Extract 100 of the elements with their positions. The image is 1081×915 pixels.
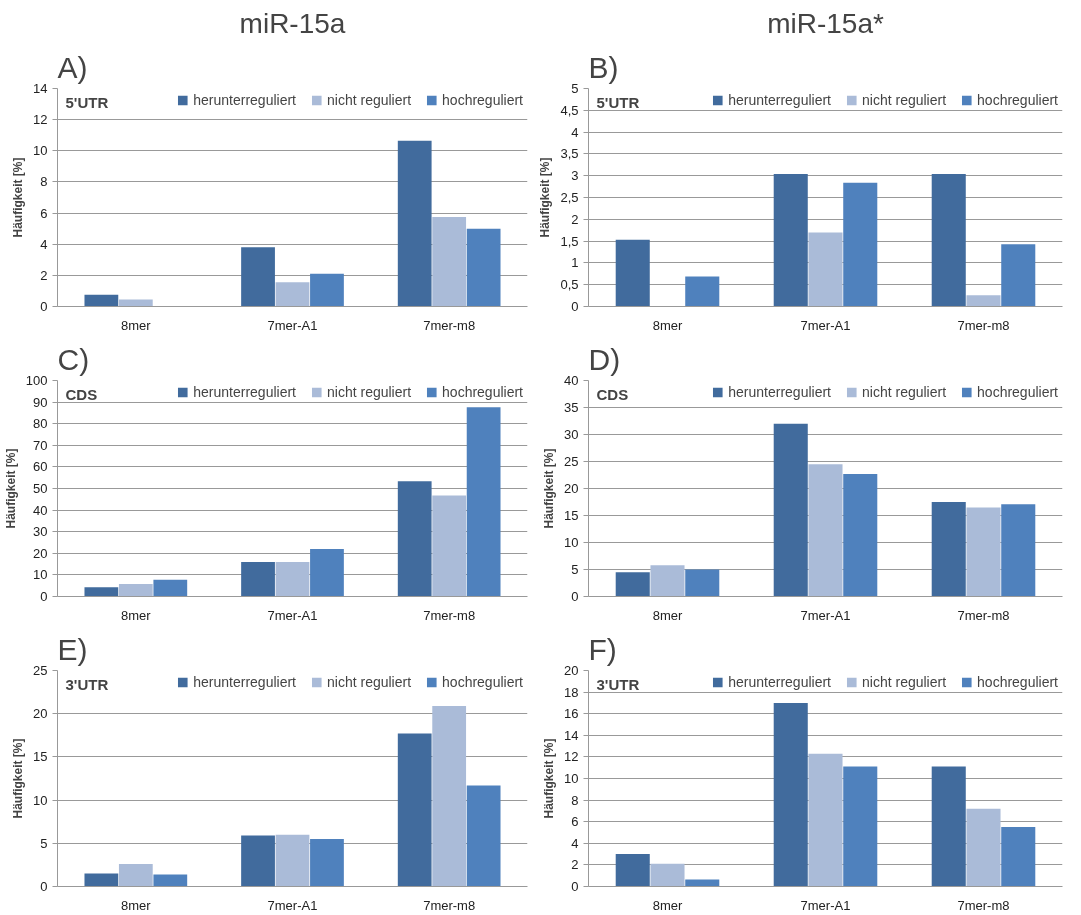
x-tick-label: 8mer [652, 897, 683, 913]
y-tick-label: 20 [33, 545, 48, 561]
chart-subtitle: miR-15a* [767, 7, 884, 39]
y-tick-label: 20 [564, 481, 579, 496]
y-tick-label: 1 [571, 255, 579, 271]
legend-label: herunterreguliert [728, 384, 832, 400]
y-tick-label: 6 [40, 205, 48, 221]
y-tick-label: 25 [564, 454, 579, 469]
legend-label: herunterreguliert [193, 384, 297, 400]
y-tick-label: 5 [571, 562, 579, 577]
y-tick-label: 0 [571, 879, 579, 894]
x-tick-label: 7mer-A1 [267, 317, 318, 333]
y-tick-label: 4 [571, 835, 579, 851]
y-tick-label: 25 [33, 663, 48, 678]
y-tick-label: 18 [564, 684, 579, 700]
y-tick-label: 90 [33, 394, 48, 410]
x-tick-label: 7mer-A1 [267, 897, 318, 913]
y-tick-label: 4 [571, 124, 579, 140]
legend-label: herunterreguliert [193, 92, 297, 108]
y-tick-label: 70 [33, 437, 48, 453]
y-tick-label: 6 [571, 814, 579, 830]
y-tick-label: 40 [33, 502, 48, 518]
x-tick-label: 7mer-A1 [267, 607, 318, 623]
y-tick-label: 10 [33, 567, 48, 583]
y-axis-title: Häufigkeit [%] [11, 157, 26, 238]
x-tick-label: 7mer-A1 [800, 607, 851, 623]
legend-label: nicht reguliert [862, 92, 947, 108]
y-tick-label: 8 [571, 792, 579, 808]
legend-label: hochreguliert [977, 674, 1058, 690]
legend-label: herunterreguliert [728, 674, 832, 690]
y-tick-label: 60 [33, 459, 48, 475]
annotation: 5'UTR [596, 93, 640, 111]
y-tick-label: 12 [33, 112, 48, 128]
x-tick-label: 7mer-A1 [800, 317, 851, 333]
y-tick-label: 4 [40, 236, 48, 252]
y-tick-label: 30 [564, 427, 579, 442]
y-tick-label: 0 [571, 299, 579, 314]
chart-title: E) [57, 632, 88, 666]
y-tick-label: 35 [564, 400, 579, 415]
legend-label: herunterreguliert [728, 92, 832, 108]
y-tick-label: 3 [571, 168, 579, 184]
y-tick-label: 5 [40, 835, 48, 851]
x-tick-label: 7mer-m8 [957, 607, 1010, 623]
y-tick-label: 2,5 [560, 190, 579, 205]
y-tick-label: 3,5 [560, 146, 579, 162]
y-tick-label: 100 [25, 373, 48, 388]
y-tick-label: 2 [571, 211, 579, 227]
legend-label: hochreguliert [977, 384, 1058, 400]
x-tick-label: 7mer-m8 [957, 317, 1010, 333]
chart-title: A) [57, 50, 88, 84]
legend-label: hochreguliert [442, 674, 523, 690]
chart-title: B) [588, 50, 619, 84]
x-tick-label: 7mer-m8 [423, 607, 476, 623]
x-tick-label: 7mer-A1 [800, 897, 851, 913]
x-tick-label: 7mer-m8 [957, 897, 1010, 913]
y-tick-label: 30 [33, 524, 48, 540]
y-tick-label: 20 [33, 706, 48, 722]
y-tick-label: 14 [564, 727, 579, 743]
y-tick-label: 50 [33, 481, 48, 496]
y-tick-label: 20 [564, 663, 579, 678]
y-tick-label: 4,5 [560, 102, 579, 118]
chart-title: F) [588, 632, 617, 666]
x-tick-label: 7mer-m8 [423, 317, 476, 333]
y-tick-label: 14 [33, 81, 48, 96]
y-tick-label: 0,5 [560, 277, 579, 293]
y-tick-label: 15 [564, 508, 579, 523]
y-tick-label: 0 [571, 589, 579, 604]
y-tick-label: 80 [33, 416, 48, 432]
chart-title: D) [588, 342, 621, 376]
y-axis-title: Häufigkeit [%] [3, 448, 18, 529]
x-tick-label: 8mer [652, 317, 683, 333]
x-tick-label: 8mer [121, 317, 152, 333]
annotation: 3'UTR [596, 675, 640, 693]
y-tick-label: 0 [40, 589, 48, 604]
annotation: 5'UTR [65, 93, 109, 111]
chart-subtitle: miR-15a [239, 7, 346, 39]
y-tick-label: 2 [571, 857, 579, 873]
legend-label: hochreguliert [442, 384, 523, 400]
legend-label: nicht reguliert [862, 674, 947, 690]
y-axis-title: Häufigkeit [%] [538, 157, 553, 238]
y-tick-label: 5 [571, 81, 579, 96]
legend-label: nicht reguliert [327, 384, 412, 400]
y-tick-label: 1,5 [560, 233, 579, 249]
y-tick-label: 40 [564, 373, 579, 388]
y-axis-title: Häufigkeit [%] [542, 738, 557, 819]
legend-label: nicht reguliert [327, 674, 412, 690]
y-tick-label: 10 [564, 535, 579, 550]
annotation: 3'UTR [65, 675, 109, 693]
y-tick-label: 15 [33, 749, 48, 765]
x-tick-label: 8mer [121, 897, 152, 913]
chart-title: C) [57, 342, 90, 376]
y-tick-label: 16 [564, 706, 579, 722]
x-tick-label: 8mer [652, 607, 683, 623]
y-tick-label: 0 [40, 299, 48, 314]
y-tick-label: 10 [33, 792, 48, 808]
y-tick-label: 2 [40, 267, 48, 283]
legend-label: hochreguliert [442, 92, 523, 108]
x-tick-label: 8mer [121, 607, 152, 623]
y-tick-label: 8 [40, 174, 48, 190]
legend-label: hochreguliert [977, 92, 1058, 108]
